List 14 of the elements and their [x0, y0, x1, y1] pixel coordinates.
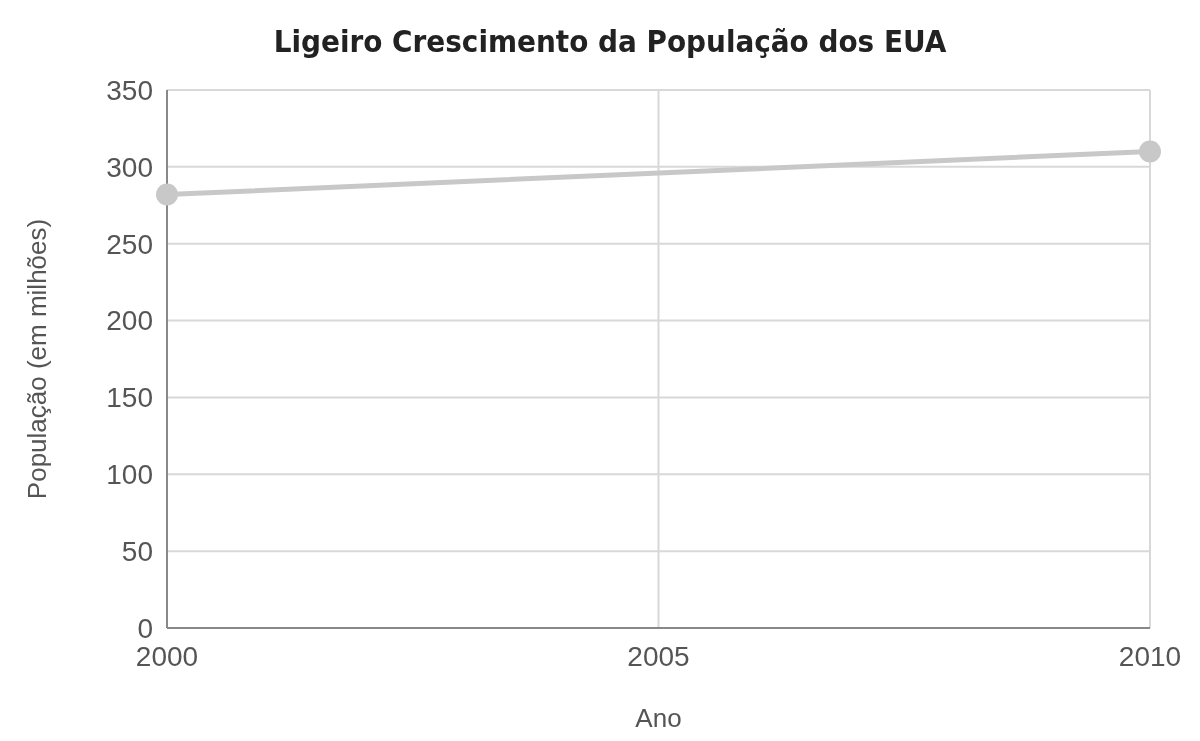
y-tick-label: 50	[121, 535, 153, 567]
x-tick-label: 2005	[627, 641, 690, 672]
y-tick-label: 150	[106, 382, 153, 414]
y-tick-label: 0	[137, 612, 153, 644]
y-tick-label: 350	[106, 74, 153, 106]
x-axis-title: Ano	[635, 703, 682, 733]
x-tick-label: 2010	[1118, 641, 1182, 672]
y-tick-label: 250	[106, 228, 153, 260]
chart-title: Ligeiro Crescimento da População dos EUA	[273, 23, 947, 59]
y-axis-title: População (em milhões)	[22, 218, 52, 500]
y-tick-label: 200	[106, 305, 153, 337]
y-tick-label: 300	[106, 151, 153, 183]
y-tick-label: 100	[106, 459, 153, 491]
x-tick-label: 2000	[135, 641, 199, 672]
